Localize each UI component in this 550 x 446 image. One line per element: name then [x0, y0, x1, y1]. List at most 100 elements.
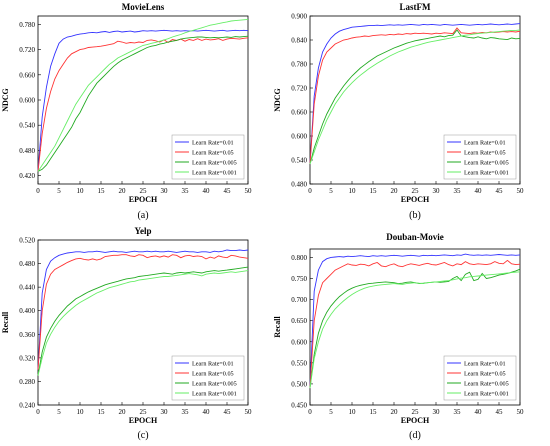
- x-tick-label: 0: [36, 187, 40, 195]
- y-tick-label: 0.440: [19, 284, 35, 292]
- series-line-4: [37, 270, 249, 376]
- series-line-4: [309, 271, 521, 389]
- x-tick-label: 0: [308, 187, 312, 195]
- x-tick-label: 10: [349, 187, 357, 195]
- x-tick-label: 20: [119, 187, 127, 195]
- x-axis-label: EPOCH: [401, 416, 430, 425]
- y-tick-label: 0.320: [19, 354, 35, 362]
- y-tick-label: 0.360: [19, 331, 35, 339]
- x-tick-label: 10: [77, 187, 85, 195]
- x-tick-label: 40: [203, 408, 211, 416]
- legend-label-1: Learn Rate=0.01: [192, 139, 234, 146]
- series-line-1: [37, 29, 249, 172]
- x-tick-label: 40: [203, 187, 211, 195]
- y-tick-label: 0.700: [291, 296, 307, 304]
- x-tick-label: 25: [140, 187, 148, 195]
- chart-title: Yelp: [134, 226, 151, 236]
- legend-label-1: Learn Rate=0.01: [464, 360, 506, 367]
- x-tick-label: 20: [391, 408, 399, 416]
- legend-label-2: Learn Rate=0.05: [192, 149, 234, 156]
- y-tick-label: 0.550: [291, 359, 307, 367]
- x-tick-label: 5: [57, 408, 61, 416]
- x-tick-label: 5: [329, 187, 333, 195]
- chart-panel-4: 0.450 0.500 0.550 0.600 0.650 0.700 0.750 0.800…: [273, 232, 524, 441]
- series-line-2: [309, 259, 521, 389]
- x-tick-label: 35: [454, 408, 462, 416]
- x-tick-label: 35: [182, 187, 190, 195]
- x-tick-label: 15: [98, 187, 106, 195]
- x-tick-label: 25: [412, 187, 420, 195]
- series-line-3: [37, 35, 249, 172]
- chart-panel-3: 0.240 0.280 0.320 0.360 0.400 0.440 0.480 0.520…: [1, 226, 252, 441]
- chart-title: Douban-Movie: [386, 232, 444, 242]
- legend-label-3: Learn Rate=0.005: [192, 159, 237, 166]
- chart-panel-1: 0.420 0.480 0.540 0.600 0.660 0.720 0.780 0 5 10 1…: [1, 2, 252, 221]
- y-tick-label: 0.450: [291, 402, 307, 410]
- legend-label-1: Learn Rate=0.01: [192, 360, 234, 367]
- chart-panel-2: 0.480 0.540 0.600 0.660 0.720 0.780 0.840 0.900…: [273, 2, 524, 221]
- y-tick-label: 0.540: [19, 122, 35, 130]
- y-tick-label: 0.900: [291, 13, 307, 21]
- x-tick-label: 15: [370, 408, 378, 416]
- x-tick-label: 15: [98, 408, 106, 416]
- legend: Learn Rate=0.01 Learn Rate=0.05 Learn Rate…: [171, 134, 245, 180]
- x-tick-label: 0: [308, 408, 312, 416]
- y-tick-label: 0.600: [19, 97, 35, 105]
- x-tick-label: 40: [475, 187, 483, 195]
- y-tick-label: 0.720: [19, 46, 35, 54]
- y-tick-label: 0.480: [19, 147, 35, 155]
- y-axis-label: NDCG: [273, 88, 282, 112]
- y-tick-label: 0.600: [291, 133, 307, 141]
- y-tick-label: 0.660: [19, 71, 35, 79]
- y-axis-label: Recall: [273, 316, 282, 338]
- x-axis-label: EPOCH: [129, 195, 158, 204]
- x-tick-label: 35: [454, 187, 462, 195]
- x-tick-label: 50: [245, 187, 253, 195]
- series-line-2: [37, 37, 249, 172]
- series-line-3: [309, 29, 521, 165]
- legend-label-4: Learn Rate=0.001: [464, 169, 509, 176]
- x-tick-label: 45: [496, 187, 504, 195]
- series-line-3: [37, 266, 249, 376]
- x-tick-label: 10: [77, 408, 85, 416]
- legend: Learn Rate=0.01 Learn Rate=0.05 Learn Rate…: [171, 355, 245, 401]
- y-tick-label: 0.400: [19, 307, 35, 315]
- x-tick-label: 5: [57, 187, 61, 195]
- x-tick-label: 30: [161, 187, 169, 195]
- panel-caption: (b): [409, 210, 421, 221]
- legend-label-2: Learn Rate=0.05: [192, 370, 234, 377]
- y-tick-label: 0.540: [291, 157, 307, 165]
- legend: Learn Rate=0.01 Learn Rate=0.05 Learn Rate…: [443, 355, 517, 401]
- x-tick-label: 25: [412, 408, 420, 416]
- y-tick-label: 0.600: [291, 338, 307, 346]
- legend-label-1: Learn Rate=0.01: [464, 139, 506, 146]
- y-tick-label: 0.720: [291, 85, 307, 93]
- y-tick-label: 0.520: [19, 237, 35, 245]
- x-tick-label: 15: [370, 187, 378, 195]
- y-tick-label: 0.750: [291, 275, 307, 283]
- x-tick-label: 45: [224, 187, 232, 195]
- x-tick-label: 30: [433, 187, 441, 195]
- chart-title: LastFM: [400, 2, 432, 12]
- series-line-4: [37, 18, 249, 172]
- x-tick-label: 50: [517, 408, 525, 416]
- x-tick-label: 50: [245, 408, 253, 416]
- y-axis-label: Recall: [1, 311, 10, 333]
- chart-title: MovieLens: [122, 2, 165, 12]
- legend-label-4: Learn Rate=0.001: [192, 390, 237, 397]
- series-line-2: [37, 254, 249, 370]
- y-tick-label: 0.780: [19, 21, 35, 29]
- series-line-1: [309, 23, 521, 165]
- panel-caption: (a): [137, 210, 148, 221]
- y-tick-label: 0.480: [291, 181, 307, 189]
- x-tick-label: 45: [224, 408, 232, 416]
- x-tick-label: 35: [182, 408, 190, 416]
- x-tick-label: 50: [517, 187, 525, 195]
- legend-label-3: Learn Rate=0.005: [192, 380, 237, 387]
- x-tick-label: 30: [433, 408, 441, 416]
- x-tick-label: 30: [161, 408, 169, 416]
- legend: Learn Rate=0.01 Learn Rate=0.05 Learn Rate…: [443, 134, 517, 180]
- x-axis-label: EPOCH: [129, 416, 158, 425]
- y-tick-label: 0.280: [19, 378, 35, 386]
